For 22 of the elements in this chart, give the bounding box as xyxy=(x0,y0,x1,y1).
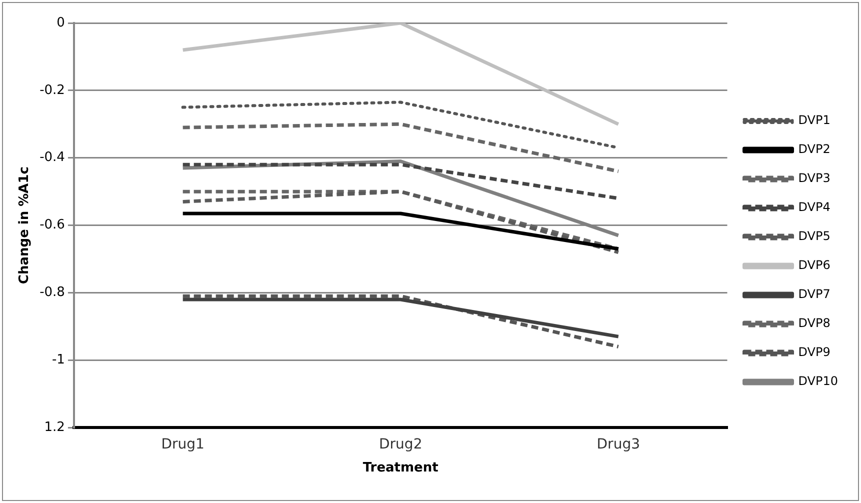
legend-label: DVP4 xyxy=(798,200,830,214)
legend-label: DVP2 xyxy=(798,142,830,156)
legend-label: DVP8 xyxy=(798,316,830,330)
legend-label: DVP3 xyxy=(798,171,830,186)
y-tick-label: -0.2 xyxy=(40,82,65,98)
legend-label: DVP7 xyxy=(798,287,830,302)
y-tick-label: 0 xyxy=(56,15,65,30)
x-tick-label: Drug3 xyxy=(596,436,640,453)
x-axis-title: Treatment xyxy=(362,460,438,476)
y-tick-label: -1 xyxy=(52,352,65,368)
legend-label: DVP6 xyxy=(798,258,830,272)
legend-label: DVP5 xyxy=(798,229,830,244)
y-tick-label: -0.8 xyxy=(40,285,65,300)
legend-label: DVP10 xyxy=(798,374,838,388)
y-tick-label: -0.6 xyxy=(40,218,65,233)
legend-label: DVP1 xyxy=(798,113,830,128)
legend-label: DVP9 xyxy=(798,345,830,360)
y-tick-label: -0.4 xyxy=(40,150,65,166)
x-tick-label: Drug1 xyxy=(161,436,204,453)
y-tick-label: 1.2 xyxy=(44,420,65,435)
y-axis-title: Change in %A1c xyxy=(17,166,32,284)
x-tick-label: Drug2 xyxy=(379,436,422,453)
